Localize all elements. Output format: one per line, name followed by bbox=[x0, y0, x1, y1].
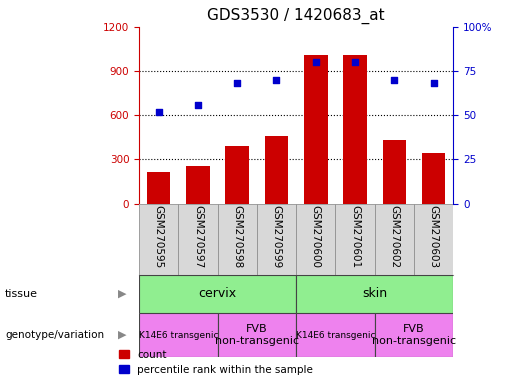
Text: GSM270597: GSM270597 bbox=[193, 205, 203, 268]
Text: cervix: cervix bbox=[198, 287, 237, 300]
Point bbox=[430, 80, 438, 86]
Text: tissue: tissue bbox=[5, 289, 38, 299]
Point bbox=[272, 77, 281, 83]
Bar bbox=[147, 172, 170, 204]
Text: GSM270598: GSM270598 bbox=[232, 205, 242, 268]
Text: GSM270595: GSM270595 bbox=[153, 205, 164, 268]
Bar bbox=[335, 204, 375, 275]
Bar bbox=[139, 275, 296, 313]
Point bbox=[233, 80, 242, 86]
Text: genotype/variation: genotype/variation bbox=[5, 330, 104, 340]
Bar bbox=[265, 136, 288, 204]
Text: FVB
non-transgenic: FVB non-transgenic bbox=[372, 324, 456, 346]
Bar bbox=[139, 313, 217, 357]
Bar bbox=[375, 313, 453, 357]
Text: FVB
non-transgenic: FVB non-transgenic bbox=[215, 324, 299, 346]
Legend: count, percentile rank within the sample: count, percentile rank within the sample bbox=[118, 350, 313, 375]
Bar bbox=[139, 204, 178, 275]
Title: GDS3530 / 1420683_at: GDS3530 / 1420683_at bbox=[208, 8, 385, 24]
Point bbox=[194, 101, 202, 108]
Bar bbox=[304, 55, 328, 204]
Text: GSM270602: GSM270602 bbox=[389, 205, 399, 268]
Bar bbox=[186, 166, 210, 204]
Bar bbox=[296, 275, 453, 313]
Text: K14E6 transgenic: K14E6 transgenic bbox=[296, 331, 375, 339]
Bar bbox=[296, 204, 335, 275]
Bar bbox=[178, 204, 218, 275]
Bar bbox=[217, 313, 296, 357]
Bar bbox=[226, 146, 249, 204]
Bar bbox=[383, 140, 406, 204]
Point bbox=[390, 77, 399, 83]
Bar bbox=[296, 313, 375, 357]
Bar bbox=[343, 55, 367, 204]
Text: GSM270603: GSM270603 bbox=[428, 205, 439, 268]
Text: GSM270601: GSM270601 bbox=[350, 205, 360, 268]
Text: ▶: ▶ bbox=[118, 289, 127, 299]
Bar bbox=[257, 204, 296, 275]
Text: GSM270599: GSM270599 bbox=[271, 205, 282, 268]
Text: ▶: ▶ bbox=[118, 330, 127, 340]
Bar bbox=[375, 204, 414, 275]
Point bbox=[351, 59, 359, 65]
Point bbox=[154, 109, 163, 115]
Text: skin: skin bbox=[362, 287, 387, 300]
Point bbox=[312, 59, 320, 65]
Bar bbox=[414, 204, 453, 275]
Bar bbox=[217, 204, 257, 275]
Bar bbox=[422, 154, 445, 204]
Text: K14E6 transgenic: K14E6 transgenic bbox=[139, 331, 218, 339]
Text: GSM270600: GSM270600 bbox=[311, 205, 321, 268]
